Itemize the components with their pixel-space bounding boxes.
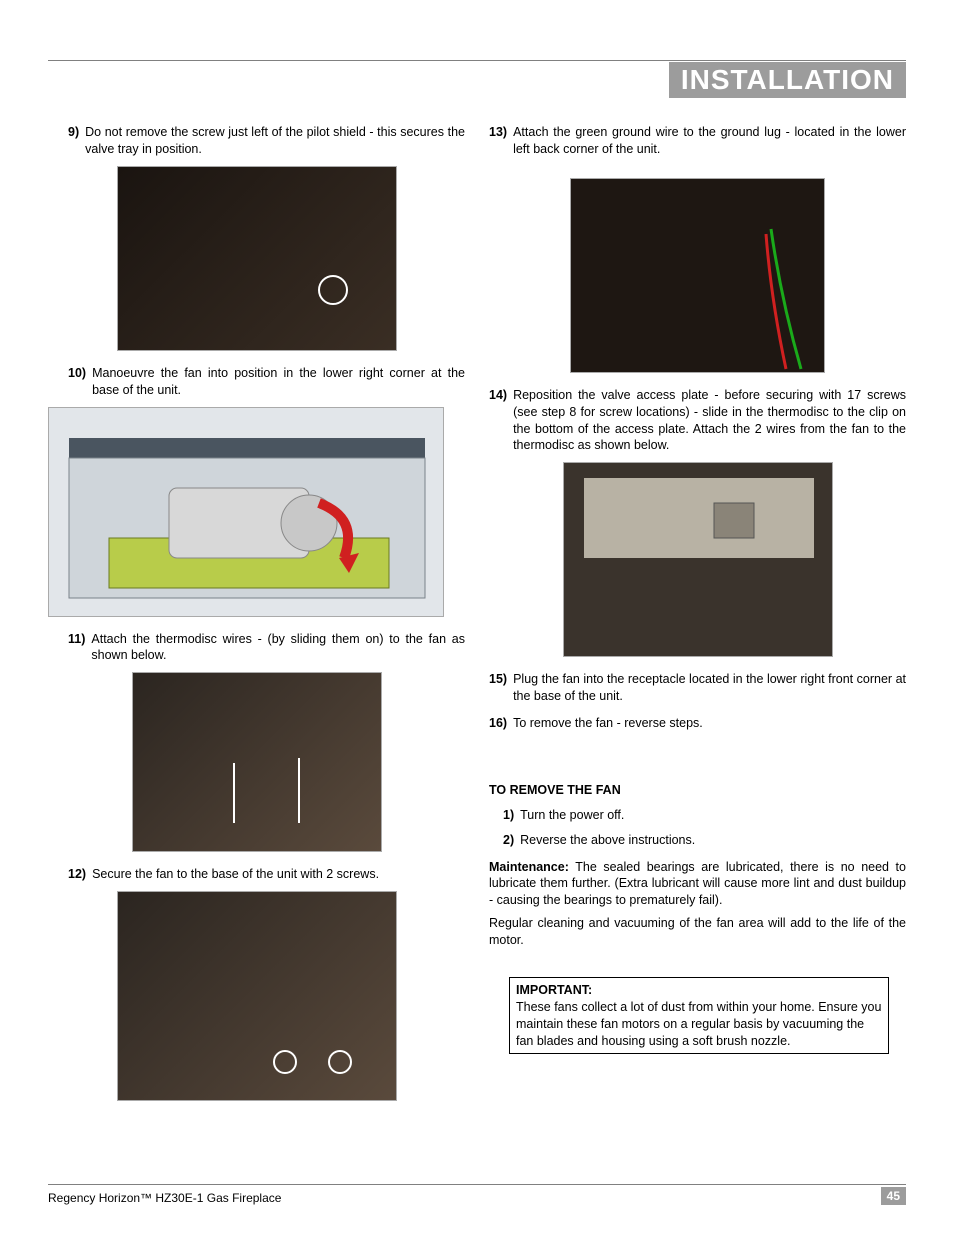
step-number: 15) xyxy=(489,671,507,705)
page-title: INSTALLATION xyxy=(681,64,894,95)
step-number: 9) xyxy=(68,124,79,158)
maintenance-paragraph: Maintenance: The sealed bearings are lub… xyxy=(489,859,906,910)
remove-step-1: 1) Turn the power off. xyxy=(503,807,906,824)
step-13: 13) Attach the green ground wire to the … xyxy=(489,124,906,158)
step-16: 16) To remove the fan - reverse steps. xyxy=(489,715,906,732)
left-column: 9) Do not remove the screw just left of … xyxy=(48,124,465,1115)
step-number: 16) xyxy=(489,715,507,732)
footer-product: Regency Horizon™ HZ30E-1 Gas Fireplace xyxy=(48,1191,281,1205)
photo-placeholder xyxy=(564,463,833,657)
figure-step-10 xyxy=(48,407,444,617)
step-text: Attach the green ground wire to the grou… xyxy=(513,124,906,158)
step-number: 10) xyxy=(68,365,86,399)
header-title-box: INSTALLATION xyxy=(669,62,906,98)
annotation-arrow xyxy=(298,758,300,823)
step-15: 15) Plug the fan into the receptacle loc… xyxy=(489,671,906,705)
step-text: Attach the thermodisc wires - (by slidin… xyxy=(91,631,465,665)
figure-step-11 xyxy=(132,672,382,852)
annotation-circle xyxy=(318,275,348,305)
step-number: 11) xyxy=(68,631,85,665)
step-number: 1) xyxy=(503,807,514,824)
figure-step-13 xyxy=(570,178,825,373)
figure-step-9 xyxy=(117,166,397,351)
footer: Regency Horizon™ HZ30E-1 Gas Fireplace 4… xyxy=(48,1187,906,1205)
figure-step-12 xyxy=(117,891,397,1101)
step-text: Secure the fan to the base of the unit w… xyxy=(92,866,465,883)
step-9: 9) Do not remove the screw just left of … xyxy=(68,124,465,158)
footer-rule xyxy=(48,1184,906,1185)
step-number: 14) xyxy=(489,387,507,455)
step-number: 13) xyxy=(489,124,507,158)
photo-placeholder xyxy=(571,179,825,373)
important-callout: IMPORTANT: These fans collect a lot of d… xyxy=(509,977,889,1055)
step-10: 10) Manoeuvre the fan into position in t… xyxy=(68,365,465,399)
important-text: These fans collect a lot of dust from wi… xyxy=(516,999,882,1050)
maintenance-paragraph-2: Regular cleaning and vacuuming of the fa… xyxy=(489,915,906,949)
step-text: Plug the fan into the receptacle located… xyxy=(513,671,906,705)
important-lead: IMPORTANT: xyxy=(516,982,882,999)
annotation-circle xyxy=(273,1050,297,1074)
remove-fan-heading: TO REMOVE THE FAN xyxy=(489,782,906,799)
step-text: Reverse the above instructions. xyxy=(520,832,906,849)
step-number: 12) xyxy=(68,866,86,883)
annotation-circle xyxy=(328,1050,352,1074)
header-rule xyxy=(48,60,906,61)
content-columns: 9) Do not remove the screw just left of … xyxy=(48,124,906,1115)
page-number: 45 xyxy=(881,1187,906,1205)
cad-illustration xyxy=(49,408,444,617)
step-text: Turn the power off. xyxy=(520,807,906,824)
right-column: 13) Attach the green ground wire to the … xyxy=(489,124,906,1115)
annotation-arrow xyxy=(233,763,235,823)
step-text: Manoeuvre the fan into position in the l… xyxy=(92,365,465,399)
maintenance-lead: Maintenance: xyxy=(489,860,569,874)
step-text: To remove the fan - reverse steps. xyxy=(513,715,906,732)
figure-step-14 xyxy=(563,462,833,657)
page: INSTALLATION 9) Do not remove the screw … xyxy=(0,0,954,1235)
step-12: 12) Secure the fan to the base of the un… xyxy=(68,866,465,883)
step-text: Do not remove the screw just left of the… xyxy=(85,124,465,158)
step-text: Reposition the valve access plate - befo… xyxy=(513,387,906,455)
step-11: 11) Attach the thermodisc wires - (by sl… xyxy=(68,631,465,665)
step-number: 2) xyxy=(503,832,514,849)
remove-step-2: 2) Reverse the above instructions. xyxy=(503,832,906,849)
step-14: 14) Reposition the valve access plate - … xyxy=(489,387,906,455)
